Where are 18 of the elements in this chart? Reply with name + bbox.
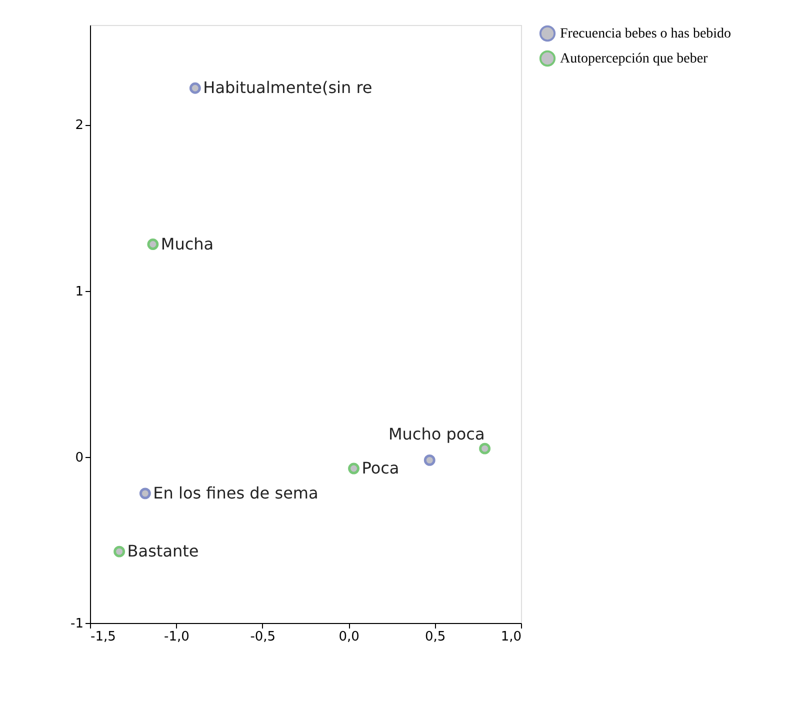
annotation: Habitualmente(sin re [203,78,372,98]
legend-label: Autopercepción que beber [560,52,708,66]
y-tick-label: 0 [75,450,84,466]
annotation: Poca [362,458,400,478]
y-tick-label: 2 [75,118,84,134]
annotation: Mucho poca [388,424,485,444]
y-tick-label: -1 [70,616,84,632]
annotation: Mucha [160,234,214,254]
x-tick-label: -1,5 [90,630,116,644]
x-tick-label: 0,5 [424,630,446,644]
x-tick-label: -1,0 [164,630,190,644]
x-tick-label: 0,0 [338,630,360,644]
x-tick-label: -0,5 [250,630,276,644]
annotation: En los fines de sema [153,483,318,502]
annotation: Bastante [127,542,199,561]
legend-label: Frecuencia bebes o has bebido [560,26,732,42]
x-tick-label: 1,0 [500,630,522,644]
y-tick-label: 1 [75,284,84,300]
